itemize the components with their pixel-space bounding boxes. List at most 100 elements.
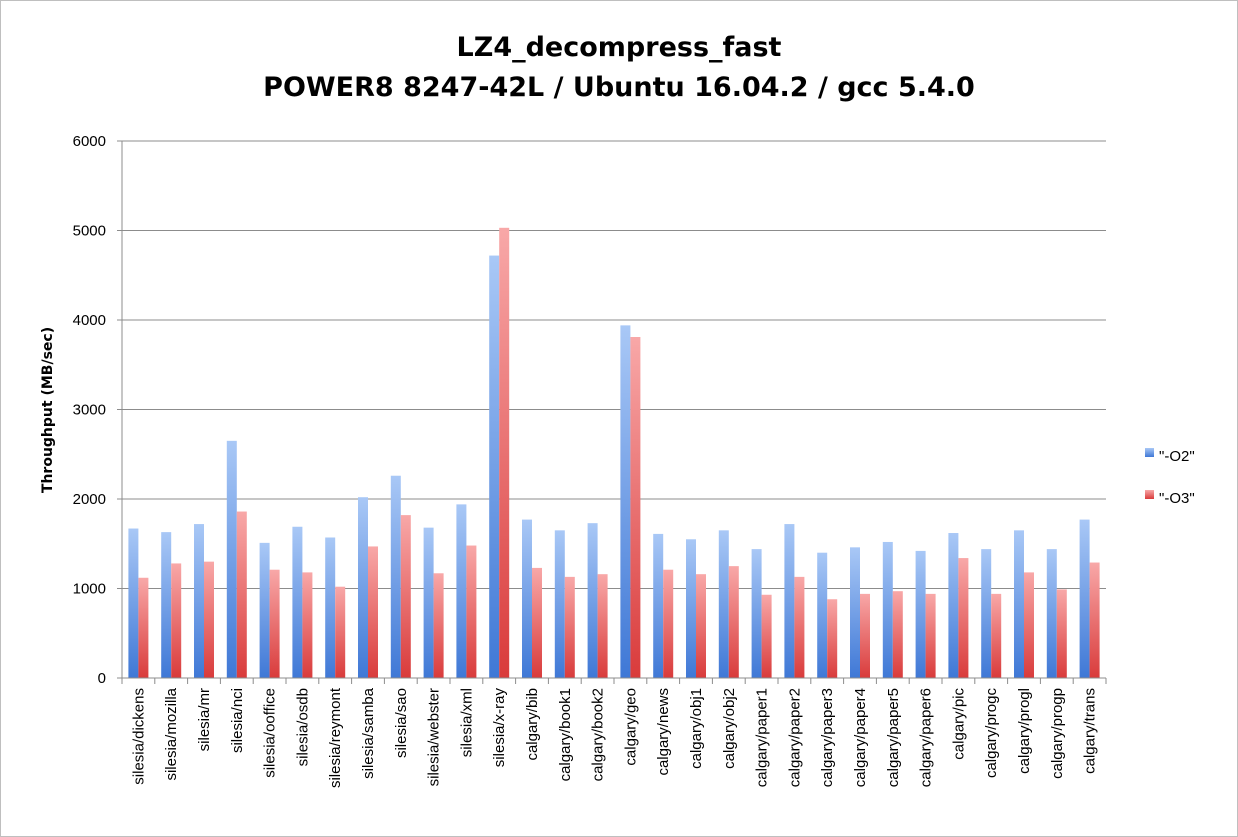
x-tick-label: calgary/book2 [590,688,607,781]
x-tick-label: calgary/bib [524,688,541,761]
chart-title-block: LZ4_decompress_fast POWER8 8247-42L / Ub… [0,28,1238,108]
bar-o3 [663,569,674,678]
y-tick-label: 6000 [73,133,106,150]
bar-o2 [981,549,992,678]
bar-o2 [161,532,172,678]
x-tick-label: calgary/book1 [557,688,574,781]
x-tick-label: calgary/geo [622,688,639,766]
legend-swatch-o3 [1145,490,1154,499]
chart-title: LZ4_decompress_fast [456,32,782,63]
bar-o2 [325,537,336,678]
bar-o3 [630,337,641,678]
x-tick-label: silesia/nci [229,688,246,753]
bar-o2 [226,440,237,678]
bar-o2 [554,530,565,678]
bar-o2 [259,542,270,678]
bar-o2 [718,530,729,678]
y-tick-label: 5000 [73,223,106,240]
bar-o3 [892,591,903,678]
legend-swatch-o2 [1145,448,1154,457]
y-axis-label: Throughput (MB/sec) [40,327,56,493]
bar-o3 [368,546,378,678]
bar-o3 [958,558,969,678]
bar-o3 [1089,562,1100,678]
bar-o2 [292,526,303,678]
y-tick-label: 4000 [73,312,106,329]
bar-o2 [915,550,926,678]
bar-o2 [1046,549,1057,678]
legend-label-o3: "-O3" [1159,490,1195,507]
bar-o3 [532,567,542,678]
x-tick-label: silesia/osdb [294,688,311,766]
x-tick-label: silesia/dickens [130,688,147,785]
bar-o2 [686,539,696,678]
bar-o3 [564,576,575,678]
x-tick-label: calgary/paper5 [885,688,902,787]
bar-o2 [653,533,664,678]
y-tick-label: 2000 [73,491,106,508]
bar-o2 [948,533,959,678]
x-tick-label: silesia/webster [426,688,443,786]
bars [128,227,1100,679]
x-tick-label: calgary/paper3 [819,688,836,787]
bar-o3 [236,511,247,678]
x-tick-label: calgary/progp [1049,688,1066,779]
x-tick-label: calgary/obj2 [721,688,738,769]
bar-o2 [128,528,139,678]
bar-o2 [1079,519,1090,678]
bar-o3 [794,576,805,678]
grid-lines [117,140,1106,679]
bar-o3 [335,586,346,678]
x-tick-label: calgary/paper4 [852,688,869,787]
bar-o2 [784,524,795,678]
bar-o3 [400,515,411,678]
x-tick-label: calgary/pic [950,688,967,760]
x-tick-label: silesia/mozilla [163,687,180,780]
bar-o3 [860,593,870,678]
bar-o2 [817,552,828,678]
bar-o3 [1024,572,1034,678]
bar-o3 [466,545,477,678]
bar-o2 [489,255,500,678]
bar-o3 [827,599,838,678]
bar-o3 [302,572,313,678]
x-tick-label: calgary/news [655,688,672,776]
bar-o3 [925,593,936,678]
x-tick-label: calgary/paper1 [754,688,771,787]
bar-o3 [269,569,280,678]
bar-o2 [751,549,762,678]
bar-o3 [171,563,182,678]
bar-o2 [522,519,532,678]
bar-o3 [1056,589,1067,678]
x-tick-label: silesia/ooffice [262,688,279,778]
legend: "-O2" "-O3" [1145,448,1195,507]
bar-o3 [761,594,772,678]
y-tick-labels: 0 1000 2000 3000 4000 5000 6000 [73,133,106,687]
chart-subtitle: POWER8 8247-42L / Ubuntu 16.04.2 / gcc 5… [263,72,975,103]
x-tick-label: silesia/mr [196,688,213,751]
bar-o2 [390,475,401,678]
x-tick-label: silesia/xml [458,688,475,757]
legend-label-o2: "-O2" [1159,448,1195,465]
bar-o2 [882,541,893,678]
bar-o2 [620,325,631,678]
bar-o3 [433,573,444,678]
x-tick-label: silesia/sao [393,688,410,758]
x-tick-label: calgary/progl [1016,688,1033,774]
x-tick-label: calgary/paper6 [918,688,935,787]
bar-o3 [728,566,739,679]
x-tick-labels: silesia/dickens silesia/mozilla silesia/mr… [130,687,1098,788]
x-tick-label: calgary/trans [1082,688,1099,774]
y-tick-label: 0 [98,670,106,687]
y-tick-label: 1000 [73,581,106,598]
bar-o2 [587,523,598,678]
bar-o3 [991,593,1002,678]
bar-o3 [138,577,149,678]
bar-o3 [696,574,706,678]
x-tick-label: calgary/progc [983,688,1000,779]
bar-o2 [456,504,467,678]
bar-o2 [1014,530,1024,678]
x-tick-label: silesia/samba [360,687,377,779]
